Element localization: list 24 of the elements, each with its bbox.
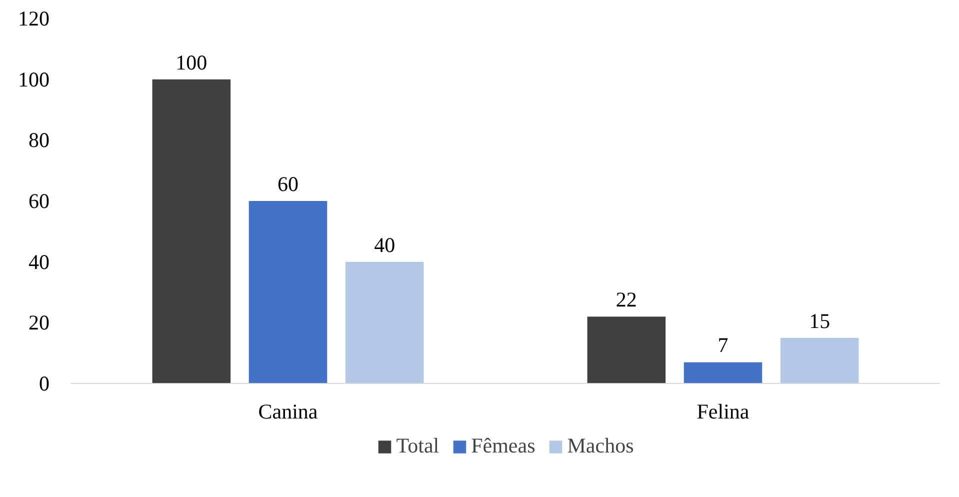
x-tick-label: Felina — [696, 400, 750, 424]
y-tick-label: 20 — [28, 310, 50, 335]
data-label: 100 — [176, 50, 208, 74]
y-tick-label: 100 — [18, 67, 50, 92]
data-label: 40 — [374, 232, 396, 257]
bar — [780, 338, 859, 384]
x-tick-label: Canina — [258, 400, 318, 424]
legend-label: Fêmeas — [471, 434, 536, 458]
data-label: 22 — [616, 288, 637, 312]
data-label: 7 — [718, 333, 728, 358]
y-tick-label: 40 — [28, 250, 50, 274]
legend-label: Total — [396, 434, 440, 458]
data-label: 60 — [278, 172, 298, 196]
bar — [345, 262, 424, 384]
bar — [684, 362, 762, 384]
y-tick-label: 60 — [28, 189, 50, 213]
bar — [248, 201, 328, 384]
y-tick-label: 0 — [39, 372, 50, 396]
data-label: 15 — [809, 308, 830, 333]
y-tick-label: 80 — [28, 128, 50, 152]
y-tick-label: 120 — [18, 6, 50, 30]
bar — [152, 79, 231, 384]
legend-label: Machos — [567, 434, 634, 458]
bar — [587, 316, 666, 384]
